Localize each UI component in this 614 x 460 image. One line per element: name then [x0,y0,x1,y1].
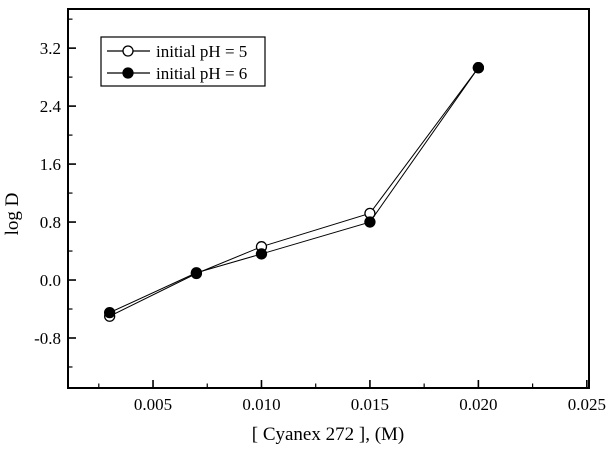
x-tick-label: 0.005 [134,395,172,414]
y-tick-label: 2.4 [40,97,62,116]
open-circle-marker-icon [122,45,134,57]
x-axis: 0.005 0.010 0.015 0.020 0.025 [98,380,606,414]
series-1 [103,62,485,319]
x-tick-label: 0.020 [459,395,497,414]
filled-circle-data-point [103,306,116,319]
y-tick-label: 1.6 [40,155,61,174]
legend-label-ph6: initial pH = 6 [156,64,247,83]
y-tick-label: 0.0 [40,271,61,290]
legend: initial pH = 5 initial pH = 6 [100,36,266,87]
x-tick-label: 0.015 [351,395,389,414]
y-tick-label: 0.8 [40,213,61,232]
y-tick-label: -0.8 [34,329,61,348]
filled-circle-data-point [364,216,376,228]
legend-item-ph6: initial pH = 6 [107,64,247,83]
x-axis-title: [ Cyanex 272 ], (M) [252,424,405,445]
y-axis: -0.8 0.0 0.8 1.6 2.4 3.2 [34,18,76,368]
legend-label-ph5: initial pH = 5 [156,42,247,61]
filled-circle-data-point [255,248,268,260]
y-tick-label: 3.2 [40,39,61,58]
x-tick-label: 0.010 [242,395,280,414]
filled-circle-data-point [472,62,485,74]
x-tick-label: 0.025 [568,395,606,414]
legend-item-ph5: initial pH = 5 [107,42,247,61]
y-axis-title: log D [2,193,23,236]
filled-circle-marker-icon [122,67,134,79]
filled-circle-data-point [190,267,203,279]
